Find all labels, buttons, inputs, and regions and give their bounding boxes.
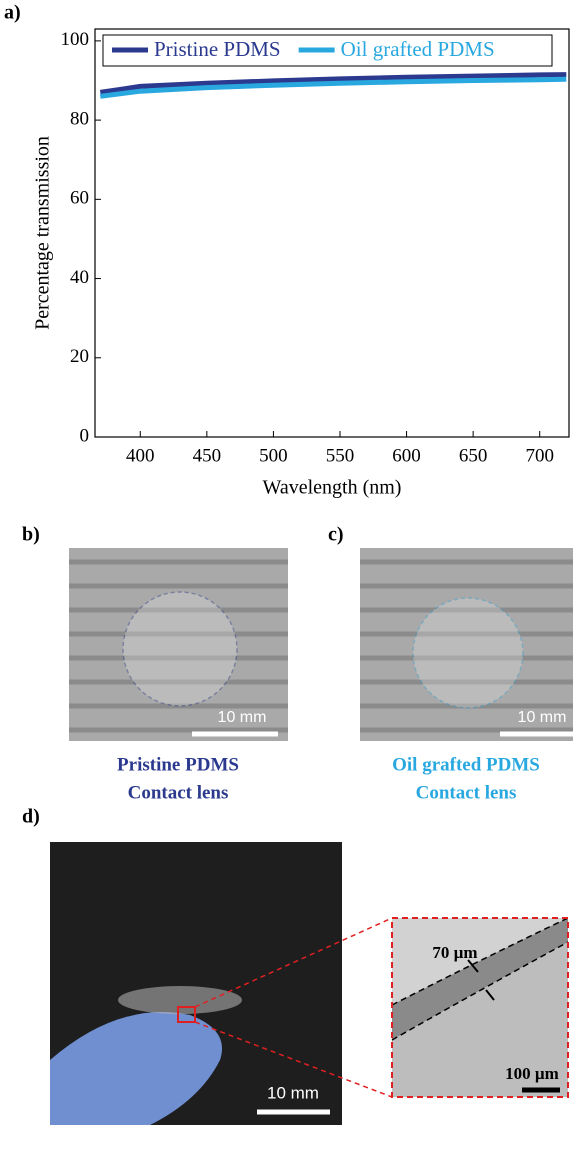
legend: Pristine PDMS Oil grafted PDMS [102, 34, 553, 67]
y-axis-label: Percentage transmission [32, 136, 54, 330]
y-tick-label: 60 [70, 188, 89, 209]
scale-label: 100 µm [505, 1064, 559, 1083]
x-tick-label: 550 [326, 445, 355, 466]
thickness-label: 70 µm [432, 943, 477, 962]
series-line [99, 72, 567, 95]
panel-label: a) [4, 2, 21, 24]
x-axis-label: Wavelength (nm) [263, 477, 402, 499]
y-tick-label: 40 [70, 267, 89, 288]
x-tick-label: 450 [193, 445, 222, 466]
photo-d: 10 mm [50, 842, 342, 1125]
plot-frame [94, 28, 570, 438]
zoom-line [194, 917, 393, 1008]
scale-label: 10 mm [218, 709, 267, 726]
panel-label: c) [328, 524, 344, 546]
legend-label: Pristine PDMS [154, 37, 281, 61]
y-tick-label: 80 [70, 108, 89, 129]
x-tick-label: 700 [525, 445, 554, 466]
legend-label: Oil grafted PDMS [341, 37, 495, 61]
x-tick-label: 600 [392, 445, 421, 466]
caption: Contact lens [128, 782, 229, 803]
x-tick-label: 650 [459, 445, 488, 466]
panel-label: b) [22, 524, 40, 546]
caption: Oil grafted PDMS [392, 754, 540, 775]
inset: 70 µm 100 µm [391, 917, 569, 1098]
chart: 0 20 40 60 80 100 400 450 500 550 600 650 700 Wavelen… [32, 28, 570, 499]
series-line [99, 76, 567, 99]
y-tick-label: 100 [61, 29, 90, 50]
caption: Contact lens [416, 782, 517, 803]
y-tick-label: 20 [70, 346, 89, 367]
panel-label: d) [22, 806, 40, 828]
caption: Pristine PDMS [117, 754, 239, 775]
scale-label: 10 mm [267, 1083, 319, 1102]
zoom-line [194, 1021, 393, 1098]
photo-b: 10 mm [69, 548, 288, 741]
photo-c: 10 mm [360, 548, 573, 741]
y-tick-label: 0 [80, 425, 90, 446]
x-tick-label: 500 [259, 445, 288, 466]
scale-label: 10 mm [518, 709, 567, 726]
x-tick-label: 400 [126, 445, 155, 466]
